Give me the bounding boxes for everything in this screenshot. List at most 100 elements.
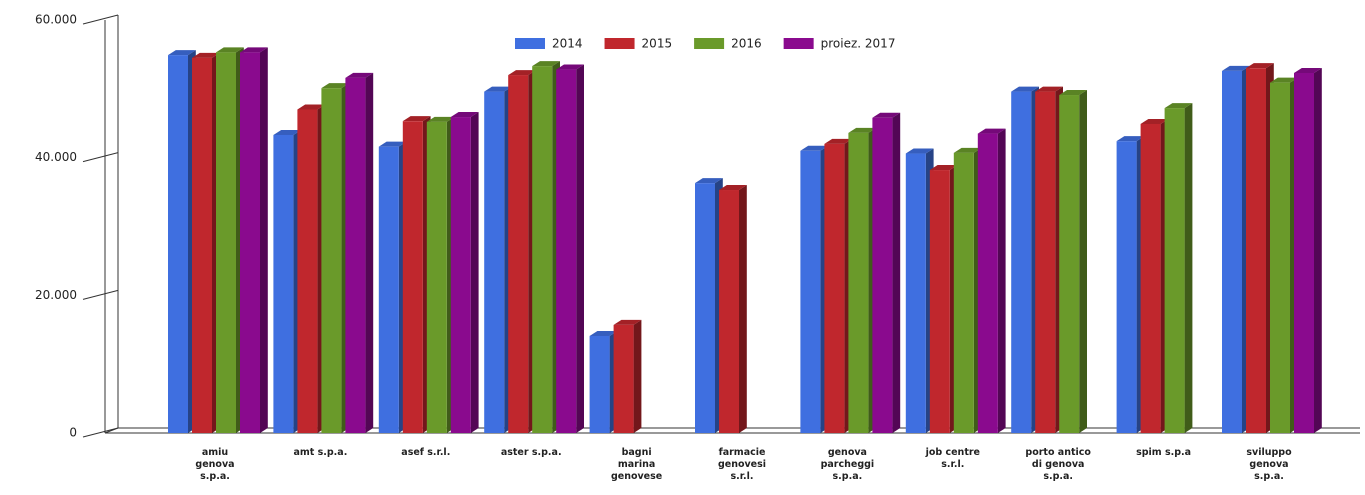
bar-top bbox=[1164, 103, 1193, 109]
bar bbox=[872, 112, 901, 433]
bar bbox=[800, 145, 829, 434]
bar-side bbox=[1079, 90, 1087, 434]
bar bbox=[273, 129, 302, 433]
bar bbox=[1294, 68, 1322, 434]
bar-top bbox=[402, 116, 431, 122]
x-tick-label: genova parcheggi s.p.a. bbox=[820, 447, 875, 482]
bar-top bbox=[1246, 63, 1274, 69]
bar-front bbox=[589, 335, 610, 433]
bar-top bbox=[719, 185, 747, 191]
x-tick-label-box: genova parcheggi s.p.a. bbox=[820, 447, 875, 482]
bar bbox=[192, 52, 220, 433]
bar-front bbox=[240, 52, 260, 434]
x-tick-label-box: aster s.p.a. bbox=[501, 447, 562, 458]
legend-label: 2014 bbox=[552, 37, 583, 51]
x-tick-label: porto antico di genova s.p.a. bbox=[1025, 447, 1091, 482]
bar bbox=[1222, 65, 1250, 433]
bar-top bbox=[1222, 65, 1250, 71]
bar-front bbox=[1116, 141, 1137, 433]
bar-front bbox=[484, 91, 505, 433]
tick-mark bbox=[82, 14, 119, 25]
x-tick-label-box: amt s.p.a. bbox=[293, 447, 347, 458]
bar-top bbox=[695, 178, 723, 184]
x-tick-label: job centre s.r.l. bbox=[925, 447, 980, 470]
bar bbox=[824, 138, 853, 433]
bar-front bbox=[872, 117, 893, 433]
y-tick-label: 60.000 bbox=[35, 13, 77, 27]
y-tick-label: 40.000 bbox=[35, 150, 77, 164]
x-tick-label-box: farmacie genovesi s.r.l. bbox=[718, 447, 766, 482]
bar-front bbox=[929, 170, 950, 433]
bar-top bbox=[273, 129, 302, 135]
bar-front bbox=[297, 109, 318, 433]
x-tick-label: amiu genova s.p.a. bbox=[195, 447, 235, 482]
tick-mark bbox=[82, 427, 119, 438]
legend-swatch bbox=[694, 38, 725, 49]
bar bbox=[1140, 118, 1169, 434]
bar bbox=[297, 104, 326, 433]
bar-side bbox=[260, 47, 268, 434]
bar bbox=[168, 50, 196, 433]
bar bbox=[1035, 86, 1063, 433]
bar-top bbox=[1035, 86, 1063, 92]
bar-front bbox=[1270, 82, 1290, 433]
bar-top bbox=[800, 145, 829, 151]
bar bbox=[848, 127, 877, 434]
bar-front bbox=[1059, 95, 1080, 434]
bar-front bbox=[800, 150, 821, 434]
bar-front bbox=[953, 152, 974, 433]
bar-top bbox=[953, 147, 982, 153]
y-tick-label: 0 bbox=[69, 426, 77, 440]
bar bbox=[508, 70, 536, 434]
bar-front bbox=[1011, 91, 1032, 433]
bar bbox=[589, 330, 618, 433]
bar bbox=[1011, 86, 1039, 433]
x-tick-label-box: asef s.r.l. bbox=[401, 447, 450, 458]
bar bbox=[216, 47, 244, 434]
bar bbox=[484, 86, 512, 433]
bar bbox=[402, 116, 431, 433]
bar-top bbox=[321, 83, 350, 89]
bar-top bbox=[613, 319, 642, 325]
bar bbox=[695, 178, 723, 433]
bar-front bbox=[321, 88, 342, 434]
bar-side bbox=[470, 112, 479, 434]
bar-front bbox=[378, 146, 399, 434]
bar-side bbox=[997, 128, 1006, 433]
bar-front bbox=[273, 134, 294, 433]
bar-front bbox=[216, 52, 236, 434]
bar-side bbox=[365, 72, 374, 433]
bar-top bbox=[216, 47, 244, 53]
bar-front bbox=[613, 324, 634, 433]
bar-top bbox=[1059, 90, 1087, 96]
bar-front bbox=[1035, 91, 1056, 433]
bar-front bbox=[402, 121, 423, 433]
bar-side bbox=[739, 185, 747, 433]
bar-front bbox=[426, 121, 447, 433]
legend-swatch bbox=[604, 38, 635, 49]
bar-front bbox=[192, 57, 212, 433]
bar bbox=[240, 47, 268, 434]
legend-label: 2015 bbox=[642, 37, 673, 51]
bar-front bbox=[1140, 123, 1161, 434]
bar-top bbox=[872, 112, 901, 118]
bar bbox=[426, 116, 455, 433]
bar-top bbox=[1140, 118, 1169, 124]
bar-front bbox=[848, 132, 869, 434]
bar bbox=[1246, 63, 1274, 433]
bar-top bbox=[297, 104, 326, 110]
bar-front bbox=[556, 69, 577, 433]
bar-top bbox=[905, 148, 934, 154]
bar-top bbox=[929, 165, 958, 171]
tick-mark bbox=[82, 289, 119, 300]
bar-side bbox=[576, 64, 584, 433]
bar bbox=[977, 128, 1006, 433]
bar-top bbox=[824, 138, 853, 144]
bar bbox=[905, 148, 934, 433]
bar-top bbox=[1011, 86, 1039, 92]
bar bbox=[321, 83, 350, 434]
x-tick-label: sviluppo genova s.p.a. bbox=[1246, 447, 1292, 482]
bar-top bbox=[589, 330, 618, 336]
bar-top bbox=[1116, 136, 1145, 142]
bar bbox=[1059, 90, 1087, 434]
